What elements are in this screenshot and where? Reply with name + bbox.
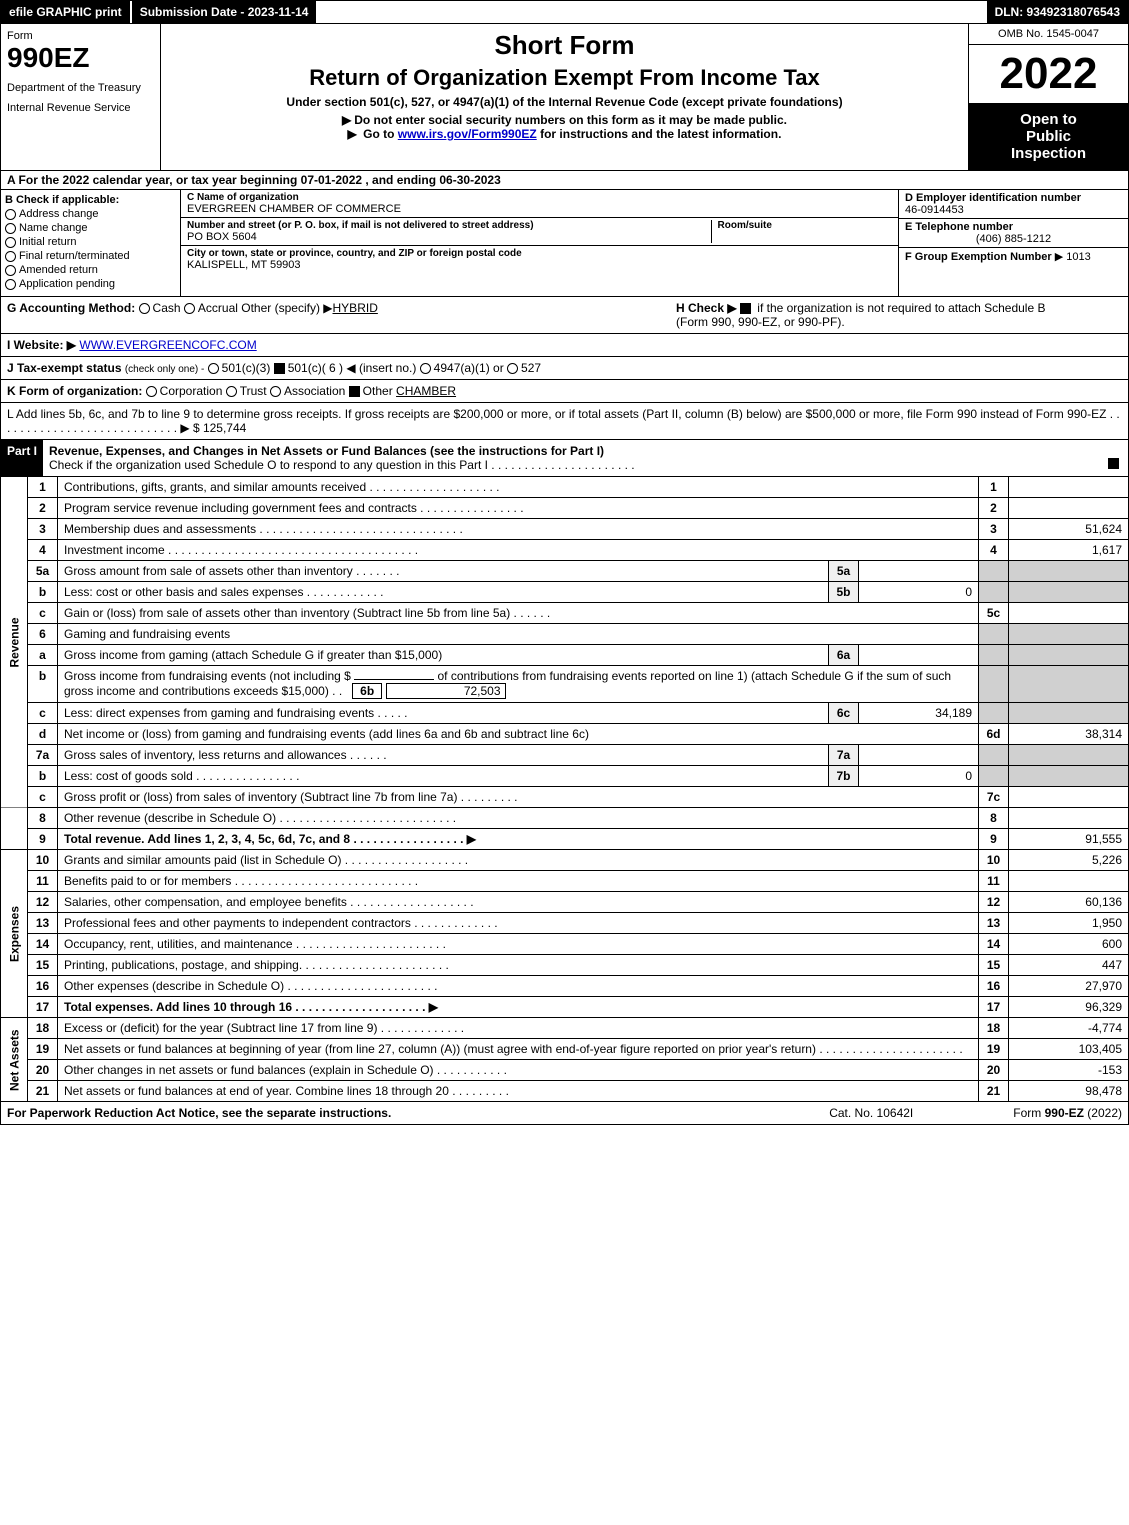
other-org-val: CHAMBER (396, 384, 456, 398)
omb-number: OMB No. 1545-0047 (969, 24, 1128, 45)
chk-application[interactable] (5, 279, 16, 290)
form-word: Form (7, 30, 154, 42)
info-block: B Check if applicable: Address change Na… (0, 190, 1129, 297)
note-ssn: Do not enter social security numbers on … (173, 113, 956, 127)
chk-trust[interactable] (226, 386, 237, 397)
label-room: Room/suite (718, 220, 893, 231)
chk-final[interactable] (5, 251, 16, 262)
chk-501c[interactable] (274, 363, 285, 374)
efile-graphic-print[interactable]: efile GRAPHIC print (1, 1, 130, 23)
label-phone: E Telephone number (905, 221, 1122, 233)
label-tax-exempt: J Tax-exempt status (7, 361, 122, 375)
row-k: K Form of organization: Corporation Trus… (0, 380, 1129, 403)
footer-right: Form 990-EZ (2022) (1013, 1106, 1122, 1120)
row-i: I Website: ▶ WWW.EVERGREENCOFC.COM (0, 334, 1129, 357)
subtitle: Under section 501(c), 527, or 4947(a)(1)… (173, 95, 956, 109)
street: PO BOX 5604 (187, 231, 711, 243)
label-ein: D Employer identification number (905, 192, 1122, 204)
main-title: Return of Organization Exempt From Incom… (173, 65, 956, 91)
group-exempt-val: 1013 (1066, 251, 1090, 263)
row-l: L Add lines 5b, 6c, and 7b to line 9 to … (0, 403, 1129, 440)
chk-4947[interactable] (420, 363, 431, 374)
label-org-name: C Name of organization (187, 192, 892, 203)
row-l-val: $ 125,744 (193, 421, 246, 435)
form-header: Form 990EZ Department of the Treasury In… (0, 24, 1129, 171)
row-l-text: L Add lines 5b, 6c, and 7b to line 9 to … (7, 407, 1120, 435)
form-number: 990EZ (7, 42, 154, 74)
tax-year: 2022 (969, 45, 1128, 103)
irs-link[interactable]: www.irs.gov/Form990EZ (398, 127, 537, 141)
part-i-header: Part I Revenue, Expenses, and Changes in… (0, 440, 1129, 477)
submission-date: Submission Date - 2023-11-14 (130, 1, 317, 23)
label-group-exempt: F Group Exemption Number (905, 251, 1052, 263)
label-accounting: G Accounting Method: (7, 301, 135, 315)
chk-schedule-o[interactable] (1108, 458, 1119, 469)
h-text1: if the organization is not required to a… (757, 301, 1045, 315)
footer-cat: Cat. No. 10642I (829, 1106, 913, 1120)
ein-value: 46-0914453 (905, 204, 1122, 216)
chk-initial[interactable] (5, 237, 16, 248)
chk-address[interactable] (5, 209, 16, 220)
chk-accrual[interactable] (184, 303, 195, 314)
chk-corp[interactable] (146, 386, 157, 397)
chk-amended[interactable] (5, 265, 16, 276)
accounting-other: HYBRID (333, 301, 378, 315)
expenses-rotated-label: Expenses (1, 850, 28, 1018)
row-g-h: G Accounting Method: Cash Accrual Other … (0, 297, 1129, 334)
h-text2: (Form 990, 990-EZ, or 990-PF). (676, 315, 845, 329)
part-i-sub: Check if the organization used Schedule … (49, 458, 635, 472)
netassets-rotated-label: Net Assets (1, 1018, 28, 1102)
label-city: City or town, state or province, country… (187, 248, 892, 259)
short-form-title: Short Form (173, 30, 956, 61)
phone-value: (406) 885-1212 (905, 233, 1122, 245)
chk-501c3[interactable] (208, 363, 219, 374)
chk-name[interactable] (5, 223, 16, 234)
open-public-inspection: Open to Public Inspection (969, 103, 1128, 170)
part-i-label: Part I (1, 440, 43, 476)
chk-cash[interactable] (139, 303, 150, 314)
label-h: H Check ▶ (676, 301, 737, 315)
note-goto: Go to www.irs.gov/Form990EZ for instruct… (173, 127, 956, 141)
label-form-org: K Form of organization: (7, 384, 142, 398)
label-street: Number and street (or P. O. box, if mail… (187, 220, 711, 231)
revenue-table: Revenue 1Contributions, gifts, grants, a… (0, 477, 1129, 1102)
check-b-title: B Check if applicable: (5, 194, 176, 206)
chk-527[interactable] (507, 363, 518, 374)
footer: For Paperwork Reduction Act Notice, see … (0, 1102, 1129, 1125)
website-link[interactable]: WWW.EVERGREENCOFC.COM (79, 338, 256, 352)
dept-treasury: Department of the Treasury (7, 82, 154, 94)
top-bar: efile GRAPHIC print Submission Date - 20… (0, 0, 1129, 24)
dept-irs: Internal Revenue Service (7, 102, 154, 114)
chk-assoc[interactable] (270, 386, 281, 397)
section-a: A For the 2022 calendar year, or tax yea… (0, 171, 1129, 190)
chk-other-org[interactable] (349, 386, 360, 397)
part-i-title: Revenue, Expenses, and Changes in Net As… (49, 444, 604, 458)
revenue-rotated-label: Revenue (1, 477, 28, 808)
footer-left: For Paperwork Reduction Act Notice, see … (7, 1106, 829, 1120)
label-website: I Website: ▶ (7, 338, 76, 352)
row-j: J Tax-exempt status (check only one) - 5… (0, 357, 1129, 380)
org-name: EVERGREEN CHAMBER OF COMMERCE (187, 203, 892, 215)
dln: DLN: 93492318076543 (987, 1, 1128, 23)
chk-schedule-b[interactable] (740, 303, 751, 314)
city: KALISPELL, MT 59903 (187, 259, 892, 271)
